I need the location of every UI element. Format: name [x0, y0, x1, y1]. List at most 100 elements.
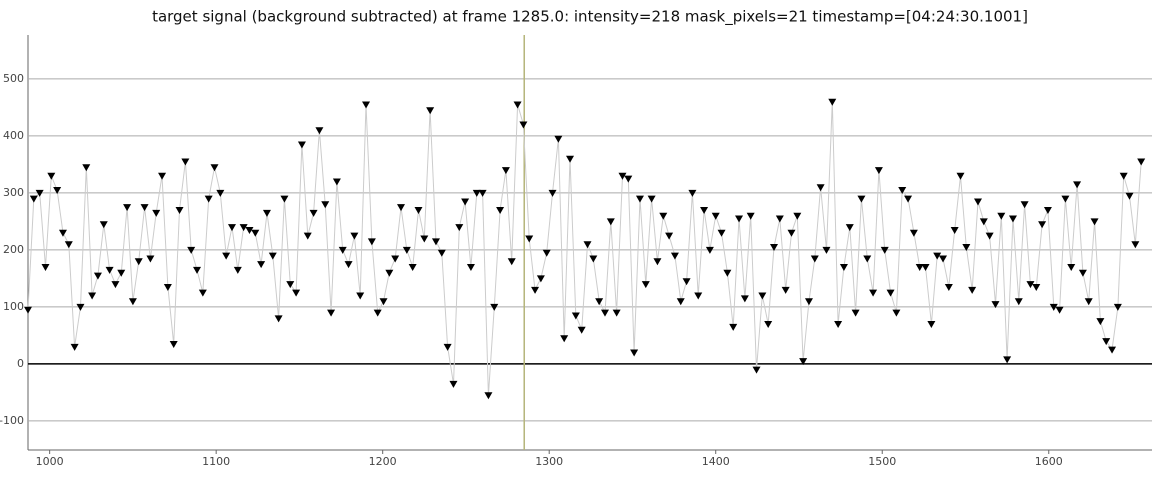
point-marker [531, 286, 540, 294]
point-marker [694, 292, 703, 300]
point-marker [542, 249, 551, 257]
point-marker [222, 252, 231, 260]
point-marker [158, 172, 167, 180]
point-marker [1131, 241, 1140, 249]
point-marker [577, 326, 586, 334]
signal-line [27, 101, 1142, 396]
point-marker [624, 175, 633, 183]
point-marker [99, 221, 108, 229]
point-marker [560, 335, 569, 343]
point-marker [117, 269, 126, 277]
point-marker [1137, 158, 1146, 166]
point-marker [950, 226, 959, 234]
point-marker [1073, 181, 1082, 189]
point-marker [123, 204, 132, 212]
point-marker [134, 258, 143, 266]
point-marker [764, 321, 773, 329]
point-marker [35, 189, 44, 197]
y-tick-label: 0 [17, 357, 24, 370]
point-marker [670, 252, 679, 260]
point-marker [1049, 303, 1058, 311]
point-marker [933, 252, 942, 260]
point-marker [746, 212, 755, 220]
point-marker [979, 218, 988, 226]
point-marker [292, 289, 301, 297]
point-marker [193, 266, 202, 274]
point-marker [735, 215, 744, 223]
point-marker [874, 167, 883, 175]
x-tick-label: 1400 [702, 455, 730, 468]
point-marker [210, 164, 219, 172]
point-marker [93, 272, 102, 280]
point-marker [700, 207, 709, 215]
point-marker [839, 264, 848, 272]
point-marker [490, 303, 499, 311]
point-marker [1090, 218, 1099, 226]
point-marker [187, 246, 196, 254]
point-marker [828, 98, 837, 106]
point-marker [968, 286, 977, 294]
point-marker [501, 167, 510, 175]
point-marker [816, 184, 825, 192]
point-marker [1102, 338, 1111, 346]
point-marker [880, 246, 889, 254]
point-marker [915, 264, 924, 272]
point-marker [793, 212, 802, 220]
point-marker [845, 224, 854, 232]
point-marker [233, 266, 242, 274]
point-marker [810, 255, 819, 263]
point-marker [507, 258, 516, 266]
point-marker [834, 321, 843, 329]
point-marker [799, 358, 808, 366]
point-marker [775, 215, 784, 223]
point-marker [548, 189, 557, 197]
point-marker [886, 289, 895, 297]
point-marker [227, 224, 236, 232]
point-marker [635, 195, 644, 203]
point-marker [909, 229, 918, 237]
point-marker [1032, 283, 1041, 291]
y-tick-label: 300 [3, 186, 24, 199]
point-marker [566, 155, 575, 163]
point-marker [729, 323, 738, 331]
point-marker [717, 229, 726, 237]
point-marker [1067, 264, 1076, 272]
x-tick-label: 1300 [535, 455, 563, 468]
point-marker [373, 309, 382, 317]
point-marker [1055, 306, 1064, 314]
point-marker [496, 207, 505, 215]
point-marker [682, 278, 691, 286]
point-marker [338, 246, 347, 254]
y-tick-label: 400 [3, 129, 24, 142]
point-marker [76, 303, 85, 311]
point-marker [723, 269, 732, 277]
point-marker [705, 246, 714, 254]
point-marker [327, 309, 336, 317]
point-marker [641, 281, 650, 289]
point-marker [1078, 269, 1087, 277]
point-marker [991, 301, 1000, 309]
point-marker [24, 306, 32, 314]
point-marker [857, 195, 866, 203]
point-marker [612, 309, 621, 317]
point-marker [408, 264, 417, 272]
point-marker [356, 292, 365, 300]
point-marker [70, 343, 79, 351]
y-tick-label: 200 [3, 243, 24, 256]
point-marker [82, 164, 91, 172]
point-marker [402, 246, 411, 254]
point-marker [1125, 192, 1134, 200]
point-marker [58, 229, 67, 237]
point-marker [1014, 298, 1023, 306]
point-marker [47, 172, 56, 180]
point-marker [985, 232, 994, 240]
point-marker [804, 298, 813, 306]
x-tick-label: 1500 [868, 455, 896, 468]
point-marker [478, 189, 487, 197]
x-tick-label: 1600 [1035, 455, 1063, 468]
point-marker [1108, 346, 1117, 354]
point-marker [385, 269, 394, 277]
point-marker [41, 264, 50, 272]
point-marker [268, 252, 277, 260]
